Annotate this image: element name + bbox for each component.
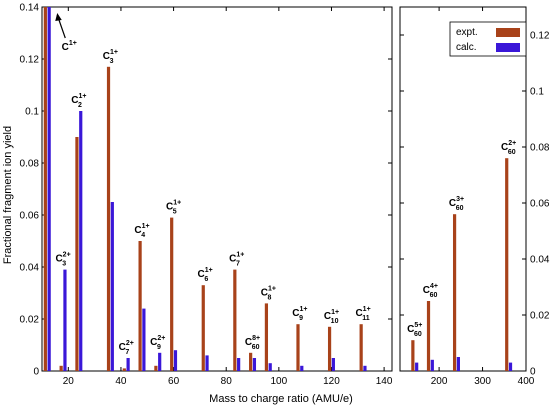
legend-swatch-expt [496,28,520,37]
x-axis-label: Mass to charge ratio (AMU/e) [209,393,353,405]
peak-label: C1+ 9 [292,306,307,322]
bar-expt [106,66,111,372]
bar-calc [205,355,209,371]
x-tick-label: 120 [323,376,340,387]
peak-label: C1+ 3 [103,49,118,65]
y-tick-label: 0.08 [20,159,40,170]
x-tick-label: 100 [270,376,287,387]
bar-calc [456,357,460,371]
legend-label-expt: expt. [456,27,478,38]
peak-label: C4+ 60 [423,283,438,299]
bar-calc [363,365,367,371]
peak-label: C1+ 8 [261,285,276,301]
bar-calc [173,350,178,371]
x-tick-label: 300 [474,376,491,387]
y-tick-label: 0.1 [25,107,39,118]
bar-calc [508,362,513,371]
y-axis-label: Fractional fragment ion yield [2,126,14,264]
bar-expt [75,137,79,371]
peak-label: C1+ 2 [71,93,86,109]
bar-expt [154,365,158,371]
bar-calc [252,358,257,371]
y-tick-label: 0.12 [530,31,550,42]
y-tick-label: 0 [33,367,39,378]
x-tick-label: 400 [518,376,535,387]
y-tick-label: 0.04 [20,263,40,274]
peak-label: C1+ 11 [355,306,370,322]
bar-expt [138,241,142,371]
x-tick-label: 80 [221,376,233,387]
bar-expt [359,324,363,371]
y-tick-label: 0.04 [530,255,550,266]
bar-expt [170,217,174,371]
bar-expt [59,365,63,371]
x-tick-label: 60 [168,376,180,387]
x-tick-label: 200 [431,376,448,387]
bar-expt [43,7,47,371]
bar-expt [296,324,300,371]
bar-calc [158,352,162,371]
peak-label: C2+ 9 [150,335,165,351]
bar-expt [411,340,415,371]
bar-expt [122,368,126,371]
peak-label: C3+ 60 [449,196,464,212]
bar-calc [110,202,114,371]
bar-calc [142,308,146,371]
peak-label: C1+ 5 [166,200,181,216]
bar-expt [249,352,253,371]
x-tick-label: 20 [63,376,75,387]
peak-label: C5+ 60 [407,322,422,338]
peak-label: C1+ 7 [229,252,244,268]
peak-label: C1+ 6 [198,267,213,283]
bar-calc [331,358,335,371]
legend-box [449,21,527,57]
peak-label: C2+ 60 [501,140,516,156]
bar-expt [452,214,457,371]
peak-label: C1+ 10 [324,309,339,325]
right-panel-frame [399,6,527,372]
bar-expt [505,158,509,371]
bar-calc [415,362,419,371]
bar-expt [233,269,237,371]
peak-label: C8+ 60 [245,335,260,351]
bar-calc [126,358,130,371]
legend-swatch-calc [496,43,520,52]
x-tick-label: 40 [115,376,127,387]
peak-label: C2+ 3 [55,252,70,268]
y-tick-label: 0.12 [20,55,40,66]
y-tick-label: 0.02 [530,311,550,322]
left-panel: 20 40 60 80 100 120 140 0 0.02 0.04 0.06 0.08 0.1 0.1… [20,3,393,388]
bar-calc [237,358,241,371]
bar-calc [430,359,434,371]
y-tick-label: 0.06 [20,211,40,222]
bar-calc [63,269,67,371]
x-tick-label: 140 [376,376,393,387]
off-scale-arrow-head [55,13,62,21]
y-tick-label: 0.02 [20,315,40,326]
bar-calc [300,365,304,371]
bar-calc [79,111,83,371]
bar-expt [264,303,269,371]
y-tick-label: 0.14 [20,3,40,14]
peak-label: C2+ 7 [119,340,134,356]
y-tick-label: 0.08 [530,143,550,154]
y-tick-label: 0.1 [530,87,544,98]
legend-label-calc: calc. [456,42,477,53]
peak-label: C1+ [62,40,77,53]
bar-expt [327,326,332,371]
bar-expt [426,301,431,371]
bar-expt [201,285,205,371]
peak-label: C1+ 4 [134,223,149,239]
y-tick-label: 0.06 [530,199,550,210]
bar-calc [47,7,51,371]
left-panel-frame [41,6,393,372]
bar-calc [268,363,272,371]
legend: expt. calc. [449,21,527,57]
y-tick-label: 0 [530,367,536,378]
